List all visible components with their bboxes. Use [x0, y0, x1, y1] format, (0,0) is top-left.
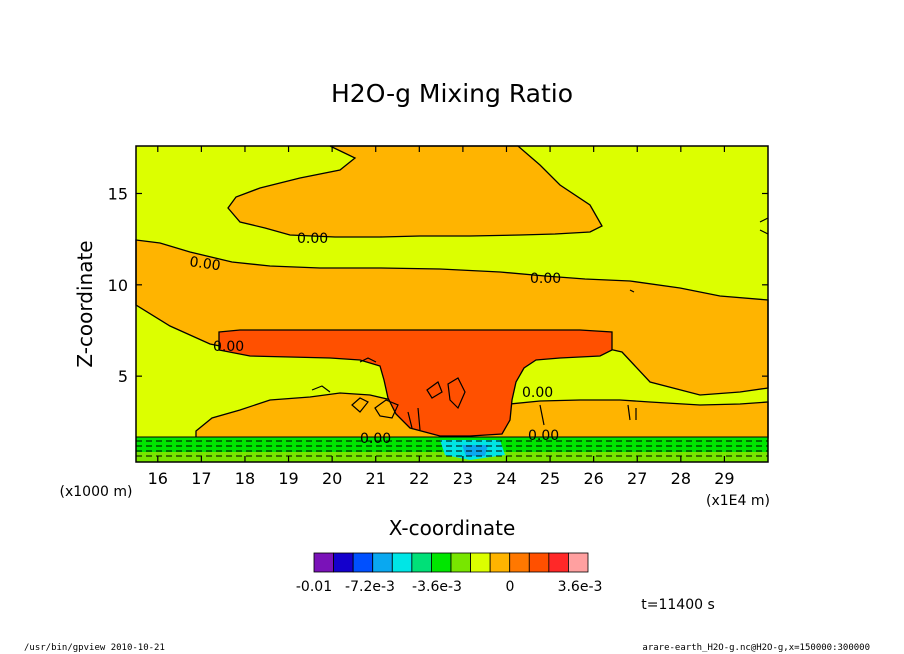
x-tick-label: 29	[714, 469, 734, 488]
x-tick-label: 22	[409, 469, 429, 488]
colorbar-swatch	[548, 552, 569, 573]
fine-contour-lines	[311, 217, 769, 431]
x-tick-label: 27	[627, 469, 647, 488]
colorbar: -0.01 -7.2e-3 -3.6e-3 0 3.6e-3	[296, 552, 603, 595]
contour-label: 0.00	[528, 428, 559, 444]
x-axis-label: X-coordinate	[389, 516, 516, 540]
x-tick-label: 20	[322, 469, 342, 488]
colorbar-swatch	[568, 552, 589, 573]
x-tick-label: 26	[583, 469, 603, 488]
colorbar-swatch	[391, 552, 413, 573]
plot-frame	[135, 145, 769, 463]
upper-orange-plume	[227, 145, 603, 238]
x-tick-label: 23	[453, 469, 473, 488]
colorbar-swatch	[372, 552, 393, 573]
colorbar-swatch	[450, 552, 471, 573]
plot-area: 0.00 0.00 0.00 0.00 0.00 0.00 0.00	[135, 145, 769, 463]
colorbar-label: -3.6e-3	[412, 579, 462, 595]
x-tick-label: 16	[148, 469, 168, 488]
colorbar-swatch	[470, 552, 491, 573]
y-axis-label: Z-coordinate	[73, 240, 97, 367]
x-tick-label: 24	[496, 469, 516, 488]
colorbar-label: 3.6e-3	[558, 579, 603, 595]
x-multiplier-label: (x1E4 m)	[706, 493, 770, 509]
footer-left: /usr/bin/gpview 2010-10-21	[24, 643, 165, 653]
contour-labels: 0.00 0.00 0.00 0.00 0.00 0.00 0.00	[188, 231, 561, 447]
surface-dashed-contours	[136, 440, 768, 457]
surface-blue-patch	[462, 445, 488, 456]
colorbar-swatch	[352, 552, 374, 573]
y-tick-label: 15	[108, 184, 128, 203]
colorbar-swatch	[333, 552, 354, 573]
footer-right: arare-earth_H2O-g.nc@H2O-g,x=150000:3000…	[642, 643, 870, 653]
surface-yellow-green-strip	[136, 452, 768, 462]
colorbar-swatch	[528, 552, 550, 573]
contour-label: 0.00	[522, 385, 553, 401]
time-label: t=11400 s	[641, 597, 715, 613]
colorbar-label: -7.2e-3	[345, 579, 395, 595]
contour-label: 0.00	[213, 339, 244, 355]
x-tick-label: 21	[366, 469, 386, 488]
y-tick-label: 10	[108, 276, 128, 295]
colorbar-swatch	[489, 552, 511, 573]
colorbar-label: -0.01	[296, 579, 332, 595]
x-tick-label: 25	[540, 469, 560, 488]
chart-title: H2O-g Mixing Ratio	[331, 79, 573, 108]
colorbar-swatch	[431, 552, 452, 573]
colorbar-swatch	[411, 552, 432, 573]
colorbar-swatch	[313, 552, 334, 573]
contour-label: 0.00	[188, 254, 221, 274]
y-tick-label: 5	[118, 367, 128, 386]
colorbar-label: 0	[506, 579, 515, 595]
x-tick-label: 17	[191, 469, 211, 488]
y-axis: 5 10 15	[108, 184, 768, 386]
x-tick-label: 19	[278, 469, 298, 488]
contour-label: 0.00	[530, 271, 561, 287]
x-axis: 16 17 18 19 20 21 22 23 24 25 26 27 28 29	[148, 146, 735, 488]
contour-label: 0.00	[297, 231, 328, 247]
x-tick-label: 28	[671, 469, 691, 488]
x-tick-label: 18	[235, 469, 255, 488]
colorbar-swatch	[509, 552, 530, 573]
contour-label: 0.00	[360, 431, 391, 447]
x-unit-label: (x1000 m)	[60, 484, 133, 500]
